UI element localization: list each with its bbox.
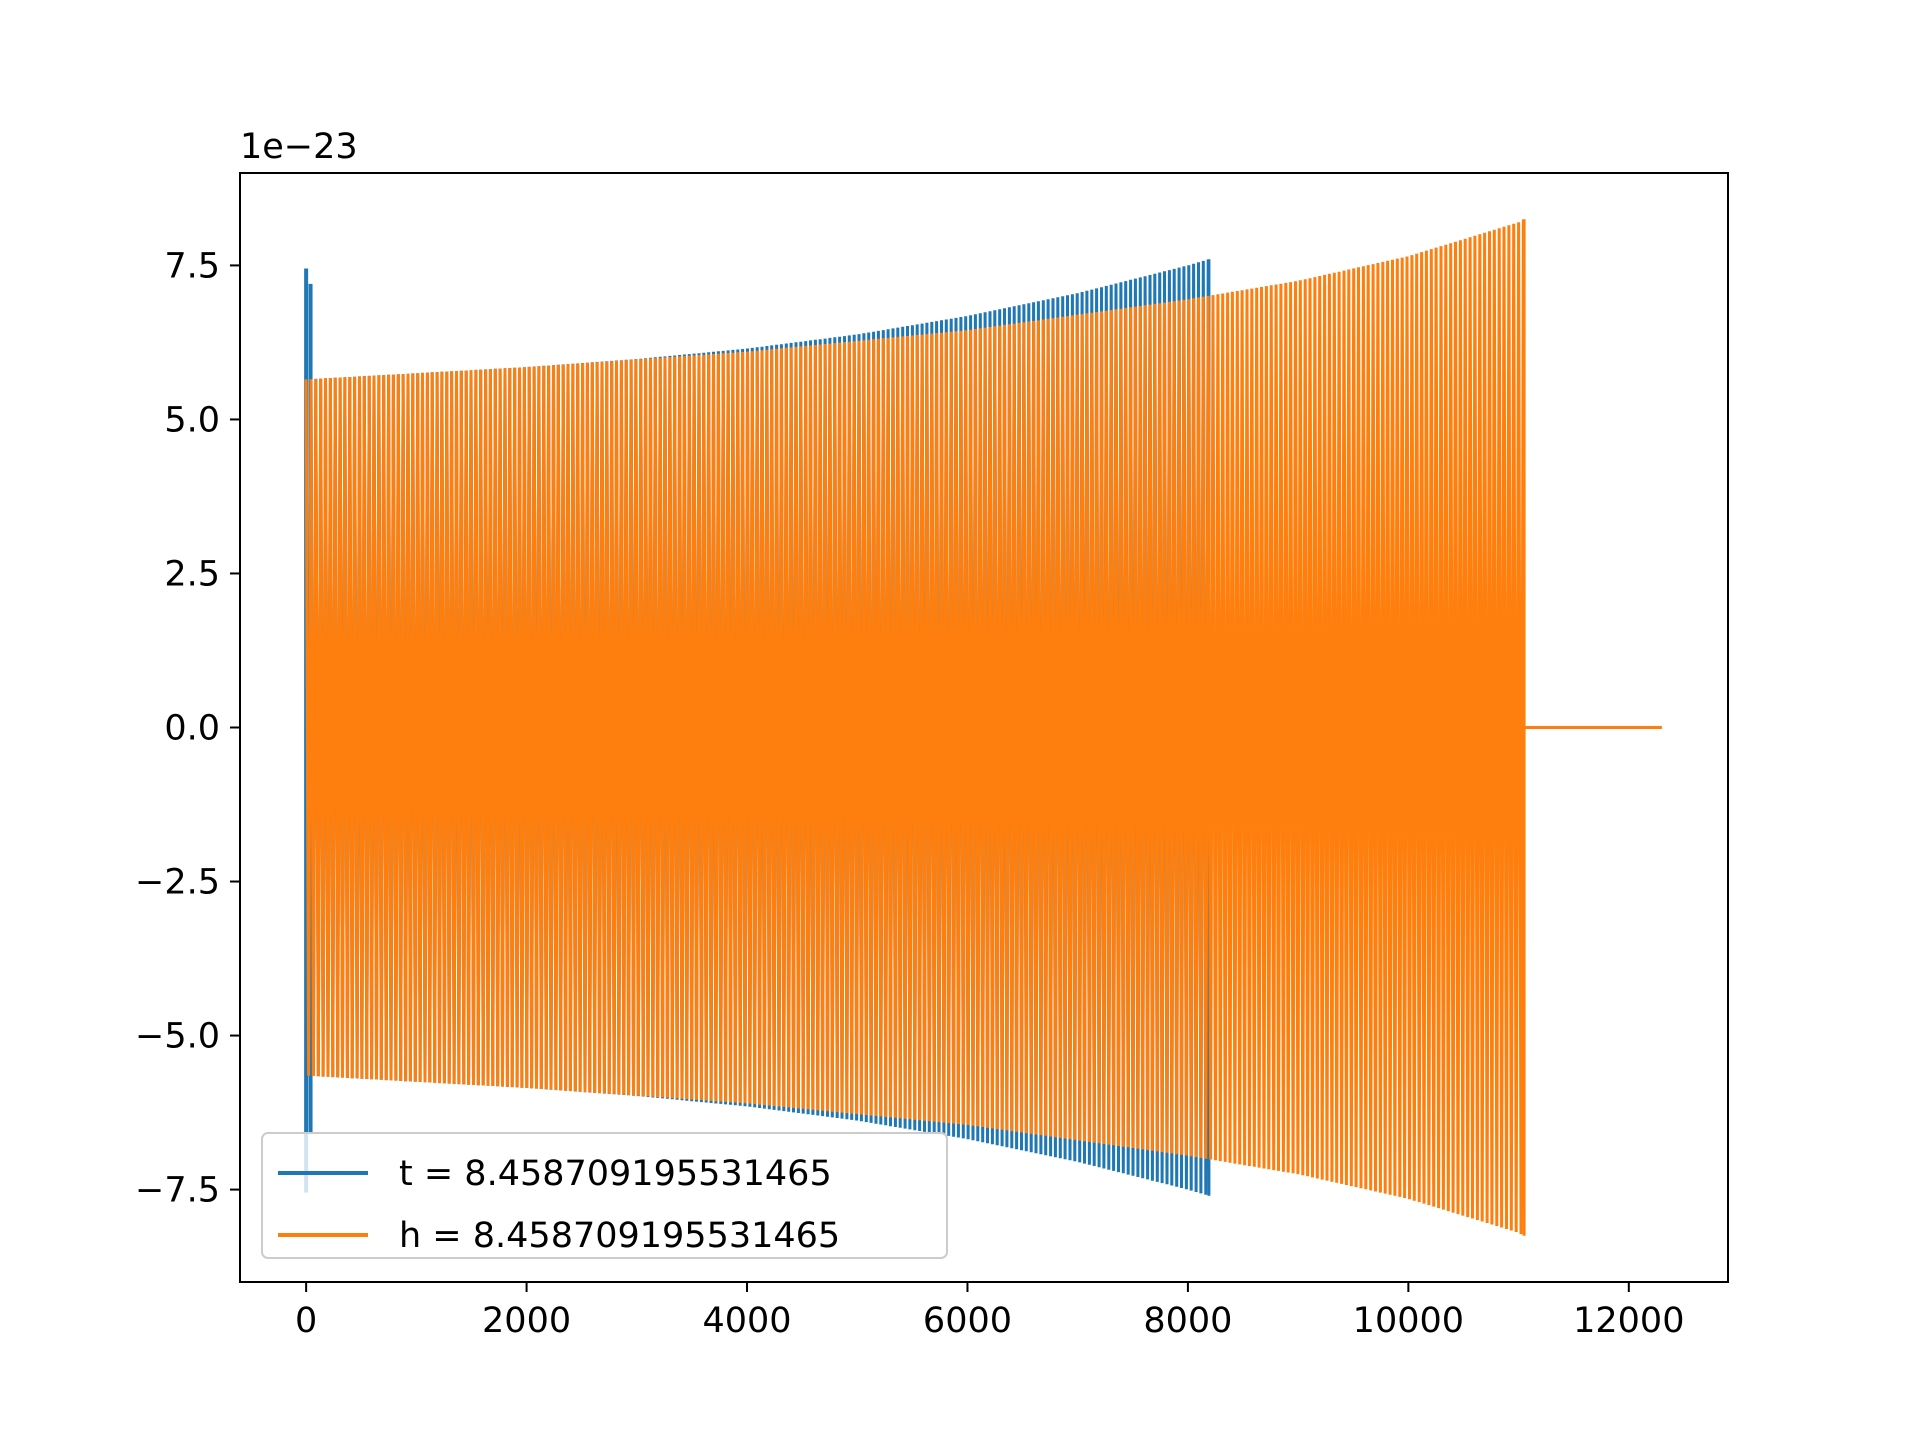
x-tick-label: 10000	[1353, 1301, 1464, 1341]
legend: t = 8.458709195531465 h = 8.4587091955314…	[261, 1132, 948, 1259]
y-tick-label: 5.0	[164, 400, 220, 440]
x-tick-label: 0	[295, 1301, 317, 1341]
series-1-line	[304, 219, 1526, 1236]
y-tick-label: −2.5	[135, 863, 220, 903]
series-layer	[304, 219, 1662, 1236]
y-tick-label: −5.0	[135, 1017, 220, 1057]
legend-label-0: t = 8.458709195531465	[399, 1154, 832, 1194]
y-tick-label: 0.0	[164, 709, 220, 749]
legend-box	[261, 1132, 948, 1259]
x-tick-label: 4000	[702, 1301, 791, 1341]
x-tick-label: 8000	[1143, 1301, 1232, 1341]
x-tick-label: 6000	[923, 1301, 1012, 1341]
series-1	[304, 219, 1662, 1236]
x-tick-label: 2000	[482, 1301, 571, 1341]
axis-layer: 0 2000 4000 6000 8000 10000 12000 −7.5 −5.0 −2.5 0…	[135, 246, 1684, 1341]
y-tick-label: 2.5	[164, 554, 220, 594]
y-offset-label: 1e−23	[240, 127, 358, 167]
legend-label-1: h = 8.458709195531465	[399, 1216, 840, 1256]
y-tick-label: 7.5	[164, 246, 220, 286]
y-tick-label: −7.5	[135, 1171, 220, 1211]
x-tick-label: 12000	[1573, 1301, 1684, 1341]
